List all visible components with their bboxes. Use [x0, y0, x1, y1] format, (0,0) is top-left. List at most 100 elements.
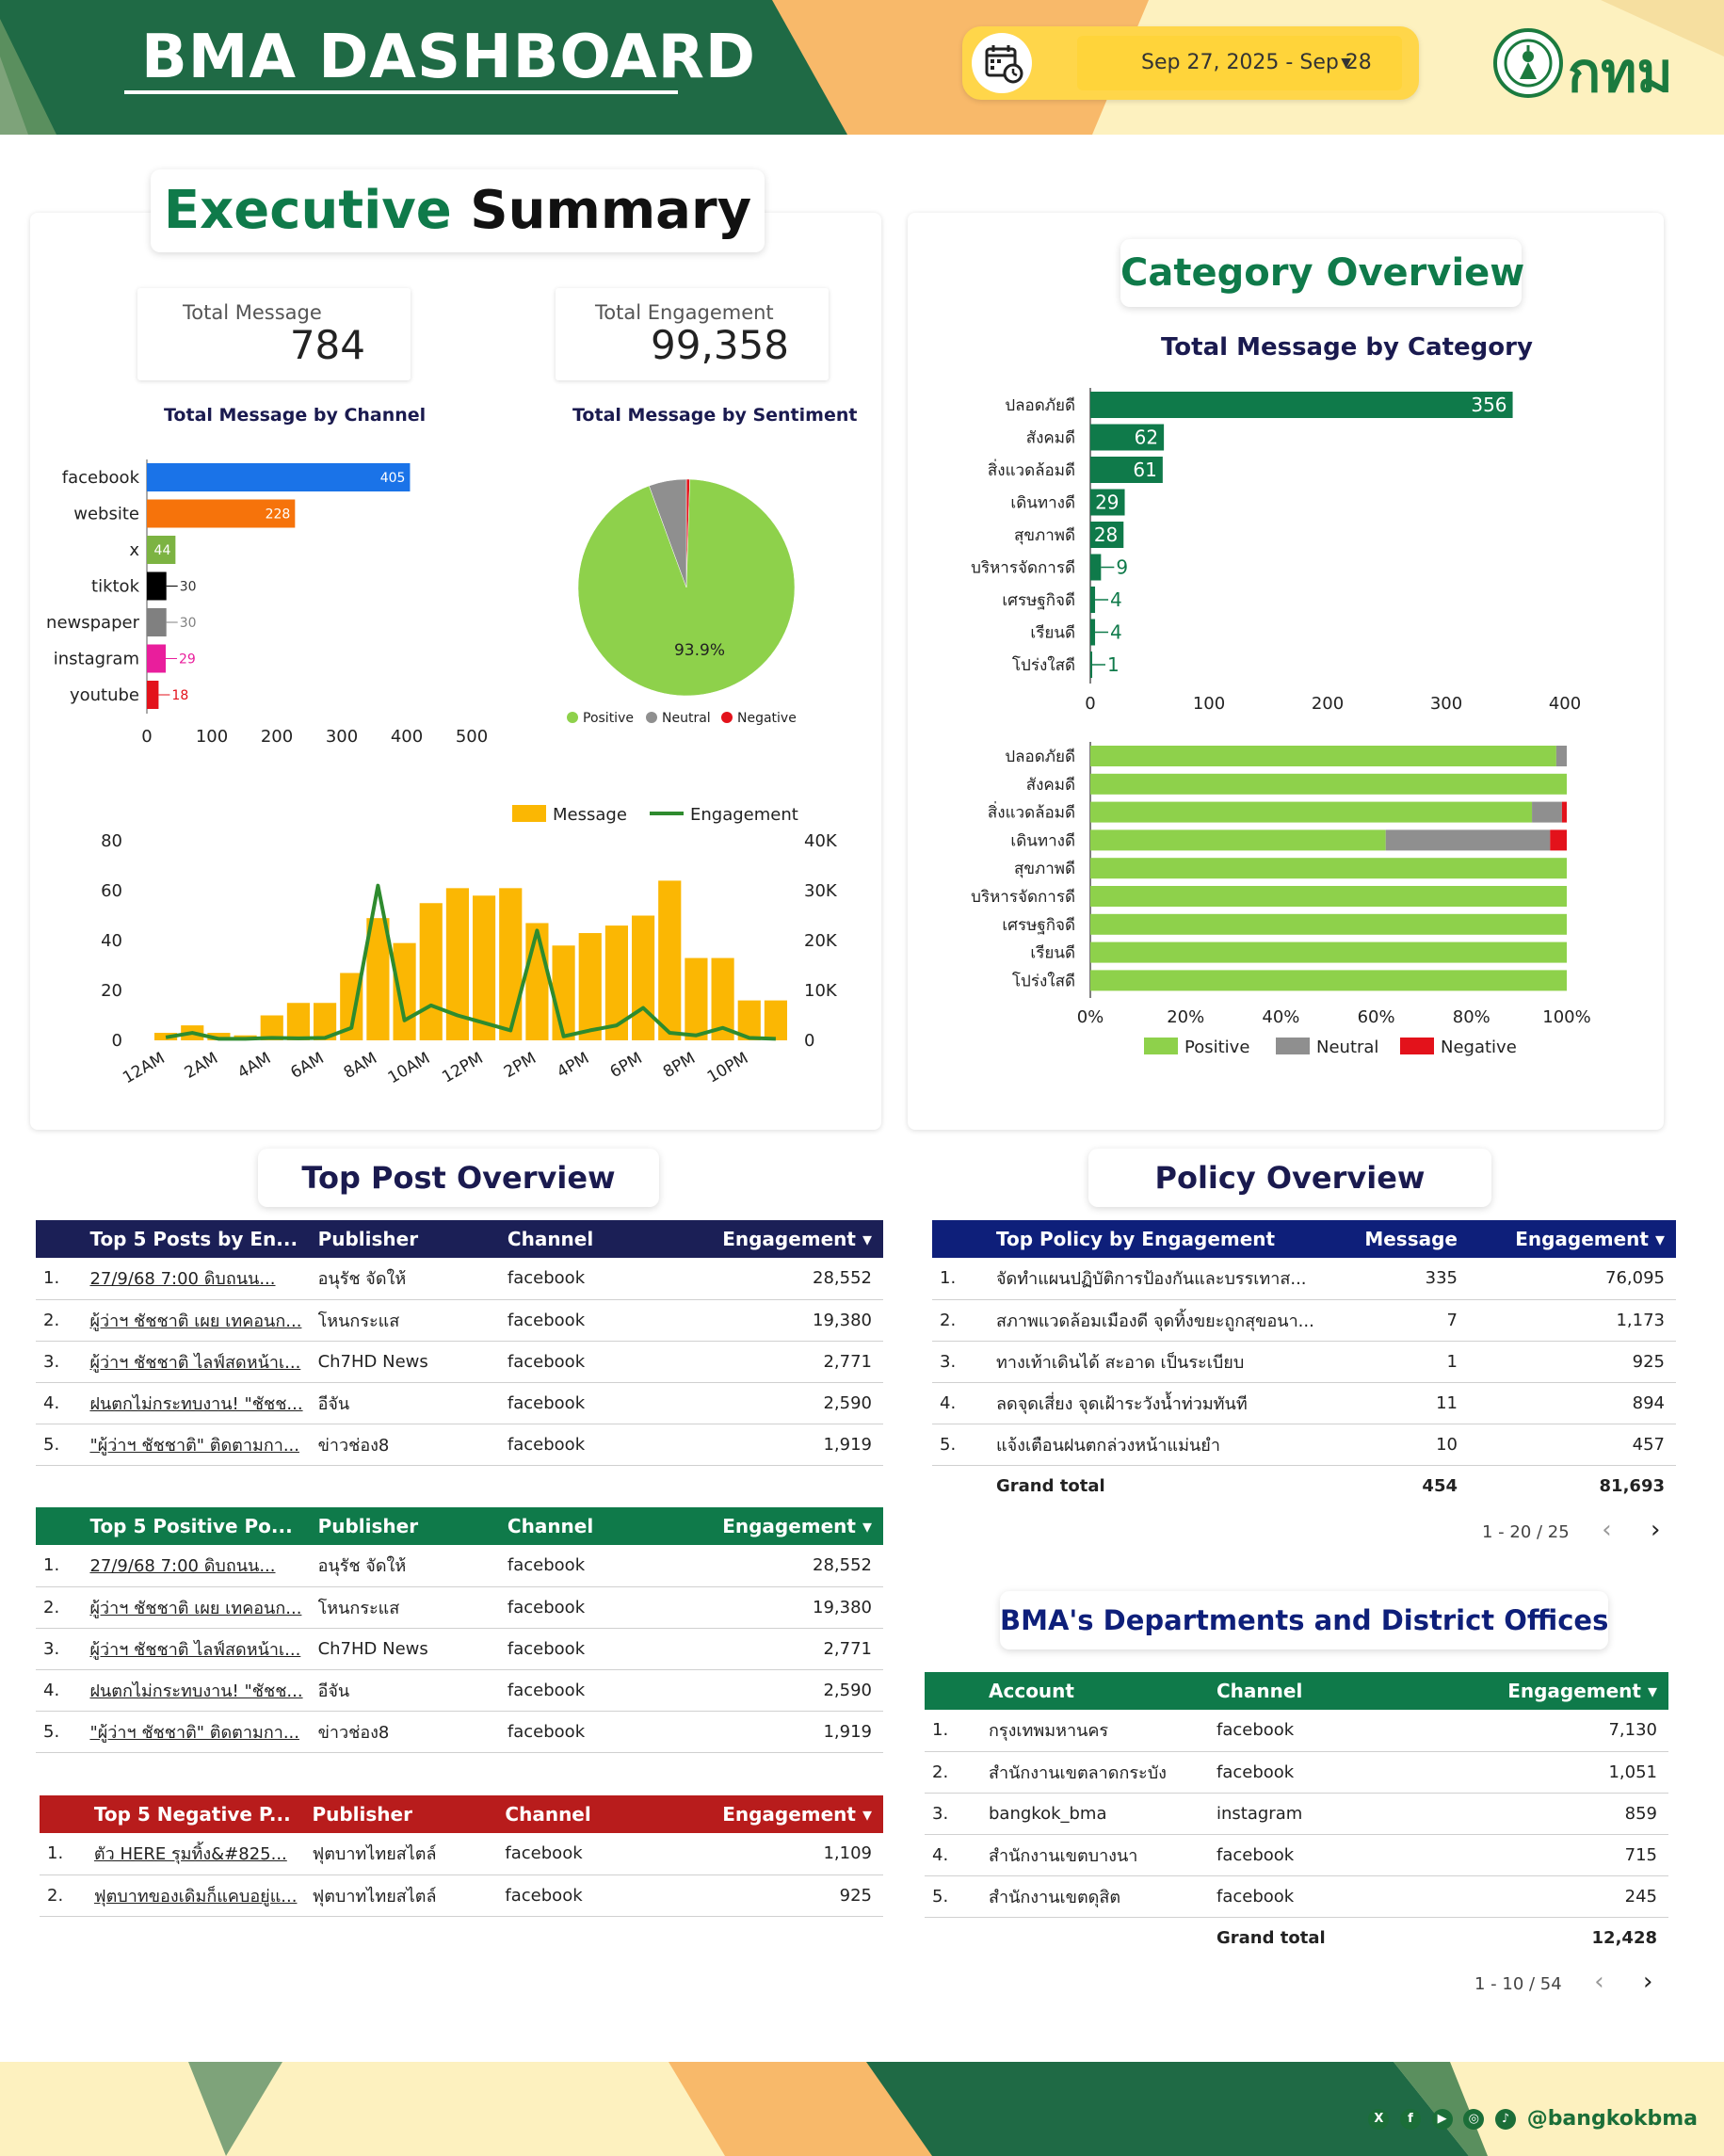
channel-bar: [147, 608, 167, 636]
table-cell: กรุงเทพมหานคร: [981, 1710, 1209, 1752]
post-title-link[interactable]: ผู้ว่าฯ ชัชชาติ เผย เทคอนก...: [82, 1586, 311, 1629]
table-cell: facebook: [499, 1545, 715, 1587]
x-social-icon[interactable]: X: [1368, 2109, 1390, 2130]
table-row: 5. "ผู้ว่าฯ ชัชชาติ" ติดตามกา... ข่าวช่อง8…: [36, 1424, 883, 1466]
post-title-link[interactable]: ฟุตบาทของเดิมก็แคบอยู่แ...: [86, 1874, 305, 1917]
header-background: [0, 0, 1724, 135]
channel-label: newspaper: [46, 613, 140, 633]
channel-value-label: 405: [380, 471, 406, 486]
stacked-segment-negative: [1561, 801, 1567, 823]
category-label: โปร่งใสดี: [1012, 655, 1075, 675]
facebook-social-icon[interactable]: f: [1400, 2109, 1421, 2130]
x-tick-label: 6PM: [607, 1049, 646, 1082]
column-header[interactable]: Top Policy by Engagement: [996, 1228, 1276, 1250]
top-policy-table: Top Policy by Engagement Message Engagemen…: [932, 1220, 1676, 1506]
legend-label: Engagement: [690, 805, 798, 825]
column-header[interactable]: Publisher: [317, 1228, 419, 1250]
table-cell: 3.: [925, 1793, 981, 1835]
column-header[interactable]: Channel: [505, 1803, 591, 1826]
legend-swatch: [567, 712, 578, 723]
stacked-segment-positive: [1090, 941, 1567, 963]
column-header[interactable]: Publisher: [312, 1803, 412, 1826]
column-header[interactable]: Channel: [1216, 1680, 1303, 1702]
table-cell: 1,919: [714, 1424, 883, 1466]
post-title-link[interactable]: "ผู้ว่าฯ ชัชชาติ" ติดตามกา...: [82, 1711, 311, 1753]
column-header[interactable]: Message: [1364, 1228, 1458, 1250]
channel-label: youtube: [70, 685, 139, 705]
x-tick-label: 10PM: [704, 1049, 751, 1087]
next-page-chevron-icon[interactable]: ›: [1650, 1516, 1661, 1544]
channel-label: tiktok: [91, 577, 140, 597]
category-bar: [1090, 424, 1165, 451]
message-bar: [473, 895, 496, 1040]
column-header[interactable]: Engagement ▾: [1507, 1680, 1657, 1702]
date-range-dropdown[interactable]: Sep 27, 2025 - Sep 28 ▼: [1077, 36, 1402, 90]
youtube-social-icon[interactable]: ▶: [1431, 2109, 1453, 2130]
column-header[interactable]: Engagement ▾: [722, 1803, 872, 1826]
header-row: Account Channel Engagement ▾: [925, 1672, 1668, 1710]
legend-label: Positive: [1184, 1038, 1249, 1057]
column-header[interactable]: Engagement ▾: [1515, 1228, 1665, 1250]
next-page-chevron-icon[interactable]: ›: [1642, 1968, 1653, 1996]
prev-page-chevron-icon[interactable]: ‹: [1594, 1968, 1604, 1996]
prev-page-chevron-icon[interactable]: ‹: [1602, 1516, 1612, 1544]
column-header[interactable]: Engagement ▾: [722, 1228, 872, 1250]
category-label: สุขภาพดี: [1014, 526, 1075, 545]
header-row: Top 5 Positive Po... Publisher Channel Enga…: [36, 1507, 883, 1545]
post-title-link[interactable]: ผู้ว่าฯ ชัชชาติ ไลฟ์สดหน้าเ...: [82, 1628, 311, 1670]
column-header[interactable]: Channel: [507, 1228, 594, 1250]
empty-cell: [925, 1917, 981, 1958]
table-header: Top Policy by Engagement Message Engagemen…: [932, 1220, 1676, 1258]
table-cell: 2.: [40, 1874, 87, 1917]
column-header[interactable]: Top 5 Positive Po...: [89, 1515, 293, 1537]
calendar-icon[interactable]: [972, 33, 1032, 93]
category-bar: [1090, 554, 1102, 581]
table-cell: ฟุตบาทไทยสไตล์: [304, 1874, 498, 1917]
column-header[interactable]: Account: [989, 1680, 1074, 1702]
category-value-label: 28: [1094, 523, 1118, 546]
post-title-link[interactable]: ผู้ว่าฯ ชัชชาติ เผย เทคอนก...: [82, 1299, 311, 1342]
stacked-segment-positive: [1090, 913, 1567, 935]
stacked-segment-neutral: [1385, 829, 1551, 851]
post-title-link[interactable]: "ผู้ว่าฯ ชัชชาติ" ติดตามกา...: [82, 1424, 311, 1466]
column-header[interactable]: Engagement ▾: [722, 1515, 872, 1537]
pie-slice-neutral: [649, 478, 687, 588]
table-cell: facebook: [499, 1258, 715, 1300]
post-title-link[interactable]: 27/9/68 7:00 ดิบถนน...: [82, 1258, 311, 1300]
table-row: 4. สำนักงานเขตบางนา facebook 715: [925, 1834, 1668, 1876]
column-header[interactable]: Channel: [507, 1515, 594, 1537]
title-word-summary: Summary: [470, 180, 752, 241]
post-title-link[interactable]: 27/9/68 7:00 ดิบถนน...: [82, 1545, 311, 1587]
table-cell: 2,590: [714, 1382, 883, 1424]
message-bar: [525, 923, 549, 1040]
channel-label: instagram: [54, 650, 139, 669]
legend-swatch: [646, 712, 657, 723]
channel-label: website: [73, 505, 139, 524]
post-title-link[interactable]: ผู้ว่าฯ ชัชชาติ ไลฟ์สดหน้าเ...: [82, 1341, 311, 1383]
x-tick-label: 12AM: [120, 1049, 169, 1087]
post-title-link[interactable]: ฝนตกไม่กระทบงาน! "ชัชช...: [82, 1382, 311, 1424]
table-cell: โหนกระแส: [310, 1586, 500, 1629]
x-tick-label: 200: [261, 727, 293, 747]
tiktok-social-icon[interactable]: ♪: [1495, 2109, 1517, 2130]
legend-label: Neutral: [1316, 1038, 1378, 1057]
bma-seal-logo: [1493, 28, 1563, 98]
category-chart-title: Total Message by Category: [1161, 333, 1533, 362]
post-title-link[interactable]: ฝนตกไม่กระทบงาน! "ชัชช...: [82, 1669, 311, 1712]
instagram-social-icon[interactable]: ◎: [1463, 2109, 1485, 2130]
hourly-combo-chart: Message Engagement 0 20 40 60 80 0 10K 20K 30K 40K 1…: [101, 805, 838, 1087]
table-cell: facebook: [499, 1669, 715, 1712]
post-title-link[interactable]: ตัว HERE รุมทิ้ง&#825...: [86, 1833, 305, 1875]
column-header[interactable]: Top 5 Negative P...: [93, 1803, 291, 1826]
table-cell: 5.: [925, 1875, 981, 1918]
y-right-tick-label: 30K: [804, 881, 838, 901]
column-header[interactable]: Top 5 Posts by En...: [89, 1228, 298, 1250]
column-header[interactable]: Publisher: [317, 1515, 419, 1537]
table-row: 1. 27/9/68 7:00 ดิบถนน... อนุรัช จัดให้ fac…: [36, 1545, 883, 1587]
message-bar: [578, 933, 602, 1040]
table-cell: 1.: [40, 1833, 87, 1875]
table-cell: อนุรัช จัดให้: [310, 1545, 500, 1587]
table-cell: สภาพแวดล้อมเมืองดี จุดทิ้งขยะถูกสุขอนา..…: [989, 1299, 1337, 1342]
stacked-segment-positive: [1090, 746, 1556, 766]
x-tick-label: 2PM: [501, 1049, 540, 1082]
